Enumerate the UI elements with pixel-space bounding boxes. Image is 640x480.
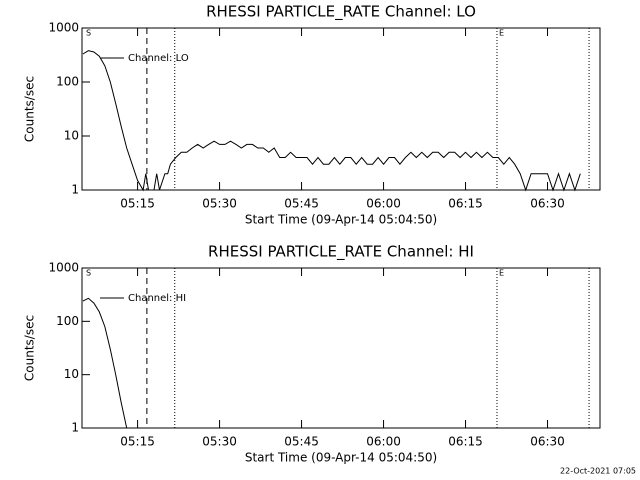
chart-title: RHESSI PARTICLE_RATE Channel: LO (206, 3, 476, 22)
plot-frame (81, 27, 601, 191)
y-tick-label: 1000 (48, 21, 79, 35)
x-tick-label: 06:00 (366, 197, 401, 211)
y-tick-label: 10 (64, 129, 79, 143)
annotation: E (499, 269, 504, 278)
annotation: E (499, 29, 504, 38)
plot-frame (81, 267, 601, 429)
legend-label: Channel: HI (128, 293, 186, 304)
chart-title: RHESSI PARTICLE_RATE Channel: HI (208, 243, 474, 262)
y-tick-label: 1000 (48, 261, 79, 275)
x-tick-label: 06:15 (448, 435, 483, 449)
x-tick-label: 06:00 (366, 435, 401, 449)
data-line (82, 297, 128, 429)
x-tick-label: 06:15 (448, 197, 483, 211)
y-tick-label: 100 (56, 314, 79, 328)
x-tick-label: 05:30 (202, 435, 237, 449)
x-tick-label: 06:30 (530, 435, 565, 449)
y-tick-label: 1 (71, 183, 79, 197)
x-tick-label: 05:15 (120, 435, 155, 449)
x-axis-label: Start Time (09-Apr-14 05:04:50) (245, 213, 437, 227)
y-tick-label: 100 (56, 75, 79, 89)
footer: 22-Oct-2021 07:05 (560, 467, 636, 476)
y-tick-label: 1 (71, 421, 79, 435)
annotation: S (86, 269, 91, 278)
x-tick-label: 05:30 (202, 197, 237, 211)
y-axis-label: Counts/sec (23, 76, 37, 142)
x-tick-label: 05:15 (120, 197, 155, 211)
y-axis-label: Counts/sec (23, 315, 37, 381)
x-tick-label: 05:45 (284, 435, 319, 449)
annotation: S (86, 29, 91, 38)
x-tick-label: 06:30 (530, 197, 565, 211)
legend-label: Channel: LO (128, 53, 189, 64)
y-tick-label: 10 (64, 367, 79, 381)
x-axis-label: Start Time (09-Apr-14 05:04:50) (245, 451, 437, 465)
data-line (82, 50, 581, 192)
x-tick-label: 05:45 (284, 197, 319, 211)
